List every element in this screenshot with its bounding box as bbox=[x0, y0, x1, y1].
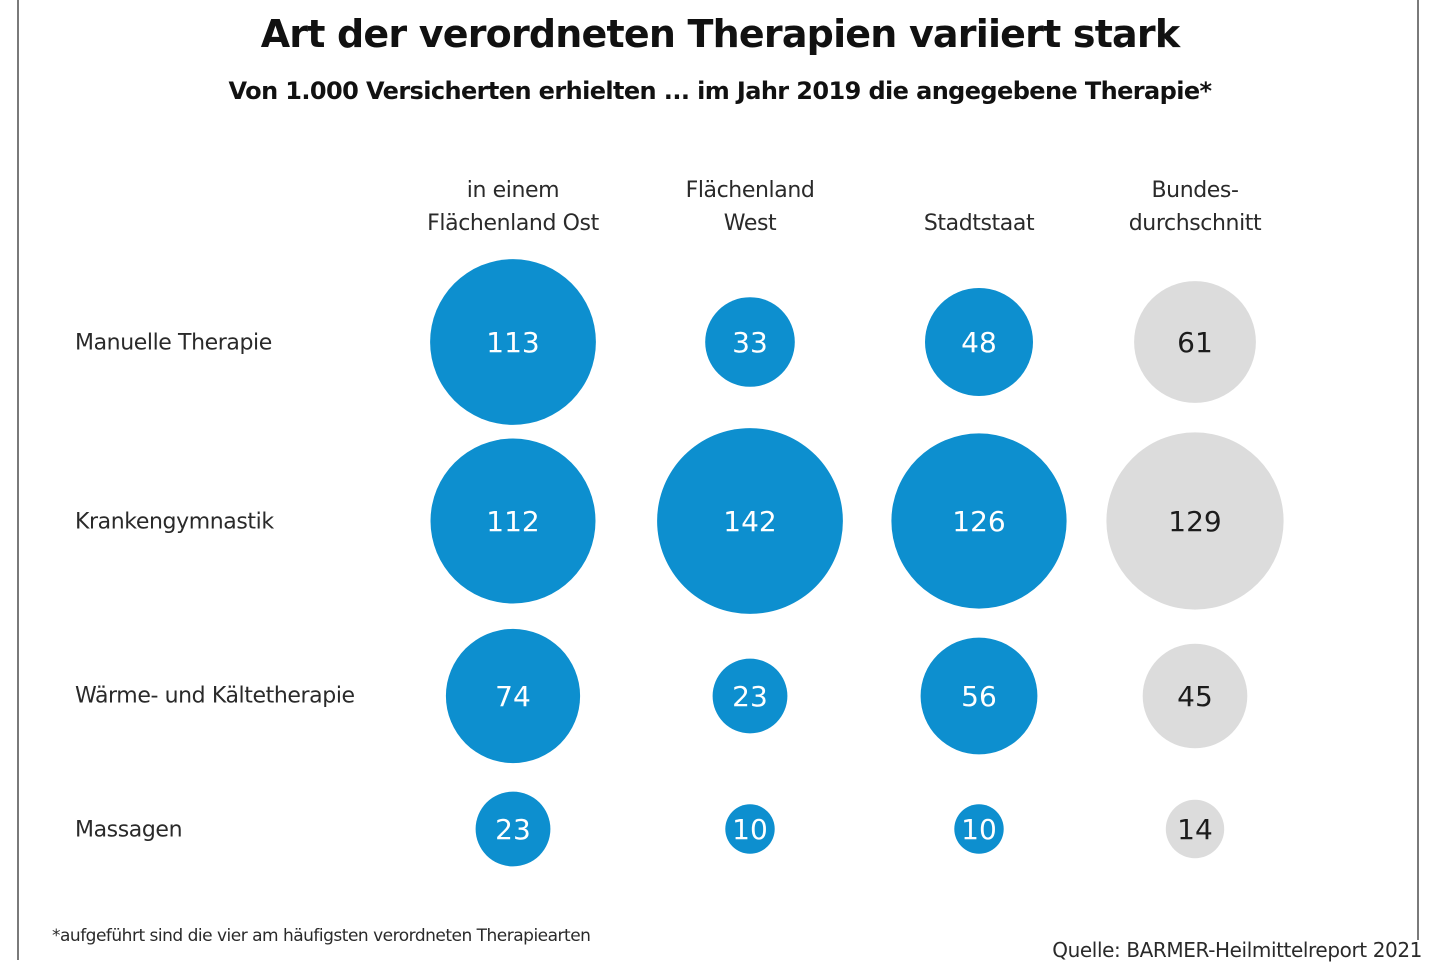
bubble: 113 bbox=[430, 259, 596, 425]
bubble-circle bbox=[475, 791, 551, 867]
bubble-value-label: 14 bbox=[1177, 813, 1213, 846]
bubble: 129 bbox=[1106, 432, 1284, 610]
bubble-circle bbox=[891, 433, 1067, 609]
bubble-circle bbox=[1142, 643, 1248, 749]
column-header-line: durchschnitt bbox=[1128, 211, 1262, 236]
row-label-waerme-kaeltetherapie: Wärme- und Kältetherapie bbox=[75, 683, 355, 709]
column-header-flaechenland-west: Flächenland West bbox=[630, 174, 870, 240]
column-header-line: Bundes- bbox=[1151, 178, 1239, 203]
chart-subtitle: Von 1.000 Versicherten erhielten ... im … bbox=[228, 77, 1213, 105]
frame-border-right bbox=[1417, 0, 1419, 940]
bubble-circle bbox=[657, 428, 843, 614]
column-header-line: Flächenland Ost bbox=[427, 211, 599, 236]
bubble-circle bbox=[712, 658, 788, 734]
bubble: 33 bbox=[705, 297, 795, 387]
bubble-circle bbox=[725, 804, 775, 854]
column-header-bundesdurchschnitt: Bundes- durchschnitt bbox=[1075, 174, 1315, 240]
bubble-value-label: 10 bbox=[961, 813, 997, 846]
bubble: 14 bbox=[1165, 799, 1225, 859]
bubble-value-label: 142 bbox=[723, 505, 776, 538]
bubble-circle bbox=[954, 804, 1004, 854]
bubble-circle bbox=[445, 628, 581, 764]
column-header-stadtstaat: Stadtstaat bbox=[859, 174, 1099, 240]
bubble-value-label: 126 bbox=[952, 505, 1005, 538]
column-header-line: Flächenland bbox=[685, 178, 815, 203]
bubble: 48 bbox=[925, 288, 1033, 396]
bubble-value-label: 33 bbox=[732, 326, 768, 359]
row-label-krankengymnastik: Krankengymnastik bbox=[75, 509, 274, 535]
bubble: 61 bbox=[1134, 281, 1256, 403]
bubble-circle bbox=[925, 288, 1033, 396]
bubble: 56 bbox=[920, 637, 1038, 755]
bubble: 10 bbox=[725, 804, 775, 854]
bubble: 10 bbox=[954, 804, 1004, 854]
bubble-circle bbox=[430, 259, 596, 425]
bubble-value-label: 23 bbox=[495, 813, 531, 846]
bubble-circle bbox=[705, 297, 795, 387]
row-label-massagen: Massagen bbox=[75, 817, 183, 843]
chart-title: Art der verordneten Therapien variiert s… bbox=[260, 12, 1180, 56]
bubble-circle bbox=[1106, 432, 1284, 610]
bubble-circle bbox=[920, 637, 1038, 755]
row-label-manuelle-therapie: Manuelle Therapie bbox=[75, 330, 272, 356]
bubble-value-label: 129 bbox=[1168, 505, 1221, 538]
column-header-line: Stadtstaat bbox=[923, 211, 1035, 236]
source-note: Quelle: BARMER-Heilmittelreport 2021 bbox=[1052, 938, 1422, 962]
bubble-circle bbox=[1165, 799, 1225, 859]
bubble: 142 bbox=[657, 428, 843, 614]
bubble: 126 bbox=[891, 433, 1067, 609]
column-header-line: West bbox=[723, 211, 777, 236]
footnote: *aufgeführt sind die vier am häufigsten … bbox=[52, 926, 591, 946]
bubble-circle bbox=[430, 438, 596, 604]
bubble-circle bbox=[1134, 281, 1256, 403]
column-header-flaechenland-ost: in einem Flächenland Ost bbox=[393, 174, 633, 240]
frame-border-left bbox=[17, 0, 19, 960]
bubble-value-label: 112 bbox=[486, 505, 539, 538]
bubble-value-label: 45 bbox=[1177, 680, 1213, 713]
bubble-value-label: 74 bbox=[495, 680, 531, 713]
bubble-value-label: 10 bbox=[732, 813, 768, 846]
bubble: 23 bbox=[475, 791, 551, 867]
bubble-value-label: 113 bbox=[486, 326, 539, 359]
bubble: 74 bbox=[445, 628, 581, 764]
bubble: 112 bbox=[430, 438, 596, 604]
bubble-value-label: 61 bbox=[1177, 326, 1213, 359]
bubble: 45 bbox=[1142, 643, 1248, 749]
bubble-value-label: 48 bbox=[961, 326, 997, 359]
bubble-value-label: 56 bbox=[961, 680, 997, 713]
bubble: 23 bbox=[712, 658, 788, 734]
bubble-value-label: 23 bbox=[732, 680, 768, 713]
column-header-line: in einem bbox=[466, 178, 560, 203]
